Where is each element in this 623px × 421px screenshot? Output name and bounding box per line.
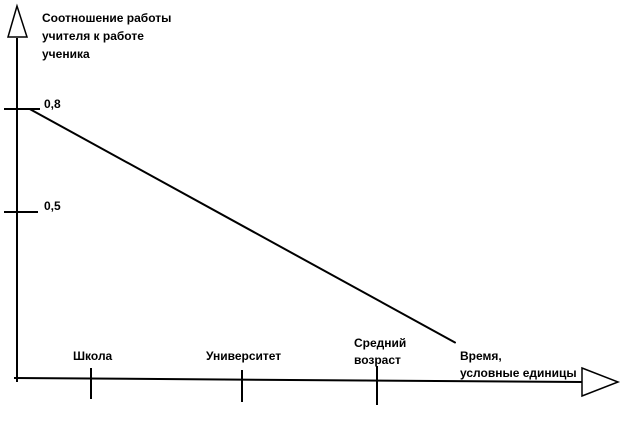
data-series-line — [28, 108, 456, 344]
x-axis-title-line: Время, — [460, 349, 502, 363]
x-tick: Университет — [206, 349, 281, 402]
x-axis-title: Время, условные единицы — [460, 349, 577, 380]
x-tick-label-line: Средний — [354, 336, 406, 350]
y-axis-title-line: учителя к работе — [42, 29, 144, 43]
y-tick-label: 0,8 — [44, 97, 61, 111]
y-axis-arrowhead — [7, 3, 29, 38]
y-tick: 0,8 — [4, 97, 61, 111]
y-axis-title: Соотношение работы учителя к работе учен… — [42, 11, 175, 61]
x-axis-line — [13, 377, 583, 383]
x-tick-label: Университет — [206, 349, 281, 363]
x-tick-label-line: Университет — [206, 349, 281, 363]
y-tick-label: 0,5 — [44, 199, 61, 213]
x-tick-label-line: Школа — [73, 349, 113, 363]
x-tick: Средний возраст — [354, 336, 410, 405]
y-axis-title-line: ученика — [42, 47, 90, 61]
y-axis-title-line: Соотношение работы — [42, 11, 171, 25]
x-axis-arrowhead — [581, 366, 621, 398]
x-tick-label: Школа — [73, 349, 113, 363]
x-tick-label-line: возраст — [354, 353, 401, 367]
x-tick: Школа — [73, 349, 113, 399]
y-tick: 0,5 — [4, 199, 61, 213]
x-axis-title-line: условные единицы — [460, 366, 577, 380]
x-tick-label: Средний возраст — [354, 336, 410, 367]
